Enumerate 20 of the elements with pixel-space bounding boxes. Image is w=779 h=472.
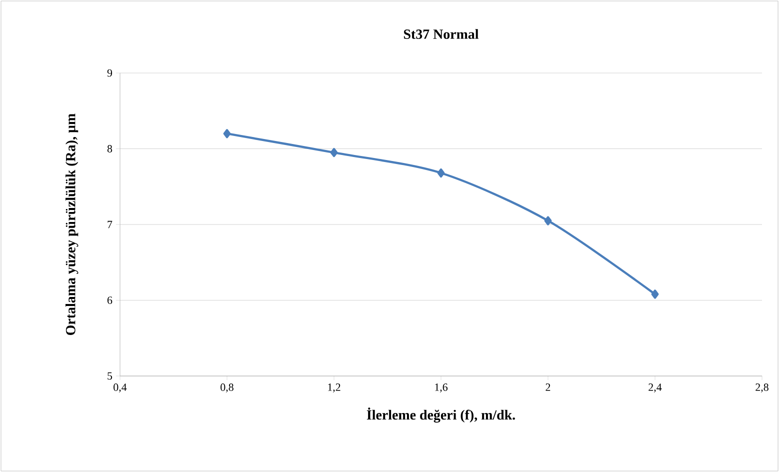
point bbox=[437, 168, 445, 178]
chart-title: St37 Normal bbox=[404, 29, 479, 39]
x-tick-label: 1,2 bbox=[328, 384, 340, 392]
point bbox=[223, 129, 231, 138]
point bbox=[651, 290, 659, 299]
x-tick-label: 2,8 bbox=[756, 384, 768, 392]
x-tick-label: 2 bbox=[546, 384, 550, 391]
y-tick-label: 6 bbox=[107, 296, 112, 304]
y-tick-label: 8 bbox=[107, 145, 112, 152]
y-tick-label: 9 bbox=[107, 69, 112, 77]
x-tick-label: 2,4 bbox=[648, 384, 662, 392]
y-tick-label: 5 bbox=[108, 372, 112, 380]
point bbox=[544, 216, 552, 226]
point bbox=[330, 148, 338, 158]
x-tick-label: 1,6 bbox=[435, 384, 448, 392]
x-tick-label: 0,4 bbox=[114, 384, 127, 392]
x-axis-title: İlerleme değeri (f), m/dk. bbox=[366, 408, 515, 423]
x-tick-label: 0,8 bbox=[220, 384, 234, 392]
y-axis-title: Ortalama yüzey pürüzlülük (Ra), µm bbox=[65, 114, 78, 335]
y-tick-label: 7 bbox=[108, 220, 112, 228]
